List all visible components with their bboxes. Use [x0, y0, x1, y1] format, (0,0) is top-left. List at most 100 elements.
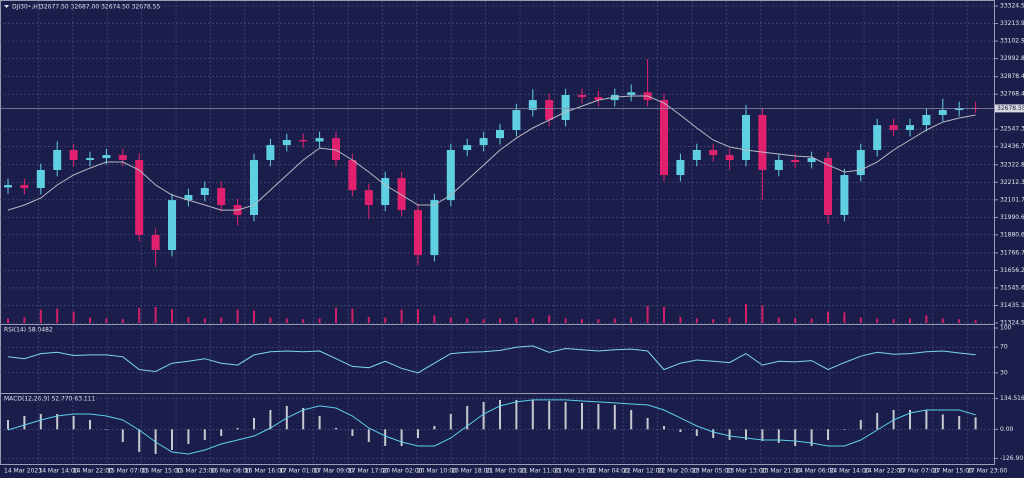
volume-bar [646, 305, 649, 323]
macd-histogram-bar [187, 429, 190, 444]
price-tick-label: 31880.65 [1000, 231, 1024, 238]
macd-histogram-bar [876, 412, 879, 430]
macd-histogram-bar [777, 429, 780, 443]
x-tick-label: 17 Mar 17:00 [348, 468, 388, 475]
candle-body [217, 188, 226, 206]
price-tick-label: 32322.85 [1000, 161, 1024, 168]
x-tick-label: 20 Mar 10:00 [417, 468, 457, 475]
x-tick-label: 14 Mar 2023 [4, 468, 42, 475]
x-tick-label: 17 Mar 09:00 [314, 468, 354, 475]
macd-histogram-bar [105, 429, 108, 430]
price-tick-label: 32992.85 [1000, 55, 1024, 62]
macd-label: MACD(12,26,9) 52.770 63.111 [4, 396, 96, 403]
candle-body [315, 138, 324, 142]
x-tick-label: 23 Mar 05:00 [692, 468, 732, 475]
candle-body [938, 110, 947, 115]
volume-bar [39, 309, 42, 323]
candle-body [676, 159, 685, 176]
volume-bar [515, 317, 518, 323]
price-tick-label: 31656.20 [1000, 267, 1024, 274]
candle-body [282, 140, 291, 146]
macd-histogram-bar [367, 429, 370, 442]
candle-body [250, 159, 258, 215]
candle-body [299, 140, 308, 142]
price-tick-label: 31435.10 [1000, 302, 1024, 309]
candle-body [463, 145, 472, 151]
macd-histogram-bar [958, 416, 961, 430]
volume-bar [958, 319, 961, 323]
plot-frame [0, 0, 995, 465]
current-price-label: 32678.55 [997, 105, 1024, 112]
volume-bar [285, 318, 288, 323]
candle-body [709, 150, 718, 156]
volume-bar [56, 308, 59, 323]
macd-histogram-bar [433, 425, 436, 430]
x-tick-label: 16 Mar 08:00 [210, 468, 250, 475]
candle-body [102, 155, 111, 159]
x-tick-label: 21 Mar 19:00 [554, 468, 594, 475]
x-tick-label: 15 Mar 07:00 [107, 468, 147, 475]
volume-bar [253, 310, 255, 323]
macd-histogram-bar [810, 429, 813, 446]
candle-body [496, 130, 504, 139]
candle-body [856, 150, 865, 176]
volume-bar [892, 319, 895, 323]
candle-body [4, 185, 12, 188]
price-tick-label: 33324.50 [1000, 3, 1024, 10]
volume-bar [384, 317, 387, 323]
macd-histogram-bar [39, 413, 42, 430]
candle-body [528, 100, 537, 111]
macd-histogram-bar [548, 400, 551, 430]
candle-body [446, 150, 455, 201]
candle-body [397, 178, 406, 211]
macd-histogram-bar [515, 399, 518, 430]
x-tick-label: 27 Mar 07:00 [898, 468, 938, 475]
macd-histogram-bar [827, 429, 829, 440]
macd-histogram-bar [712, 429, 715, 438]
candle-body [561, 94, 570, 121]
macd-histogram-bar [564, 401, 567, 430]
macd-histogram-bar [171, 429, 173, 450]
candle-body [889, 125, 898, 131]
price-tick-label: 31324.55 [1000, 320, 1024, 327]
macd-histogram-bar [695, 429, 698, 436]
candle-body [86, 158, 94, 160]
volume-bar [121, 319, 124, 323]
candle-body [873, 125, 882, 151]
volume-bar [827, 311, 829, 323]
x-tick-label: 24 Mar 06:00 [795, 468, 835, 475]
volume-bar [187, 317, 190, 323]
volume-bar [630, 317, 633, 323]
volume-bar [89, 317, 91, 323]
price-tick-label: 32212.30 [1000, 179, 1024, 186]
price-tick-label: 31990.65 [1000, 214, 1024, 221]
macd-histogram-bar [646, 417, 649, 430]
price-tick-label: 33213.95 [1000, 20, 1024, 27]
volume-bar [876, 318, 879, 323]
volume-bar [695, 318, 698, 323]
volume-bar [794, 318, 797, 323]
volume-bar [203, 318, 206, 323]
macd-histogram-bar [121, 429, 124, 442]
volume-bar [499, 318, 501, 323]
rsi-label: RSI(14) 58.0482 [4, 327, 53, 334]
macd-tick-label: 134.516 [1000, 395, 1024, 402]
macd-histogram-bar [531, 399, 534, 430]
macd-histogram-bar [89, 419, 91, 430]
volume-bar [138, 307, 141, 323]
macd-histogram-bar [318, 415, 321, 430]
macd-signal-line [7, 399, 976, 455]
macd-histogram-bar [351, 429, 354, 436]
volume-bar [663, 307, 665, 323]
rsi-tick-label: 30 [1000, 369, 1008, 376]
price-tick-label: 31766.75 [1000, 249, 1024, 256]
macd-histogram-bar [909, 409, 911, 430]
candle-body [627, 92, 636, 95]
macd-histogram-bar [417, 429, 419, 438]
macd-histogram-bar [400, 429, 403, 446]
volume-bar [548, 315, 551, 323]
candle-body [594, 97, 603, 101]
candle-body [906, 125, 914, 131]
x-tick-label: 22 Mar 04:00 [589, 468, 629, 475]
